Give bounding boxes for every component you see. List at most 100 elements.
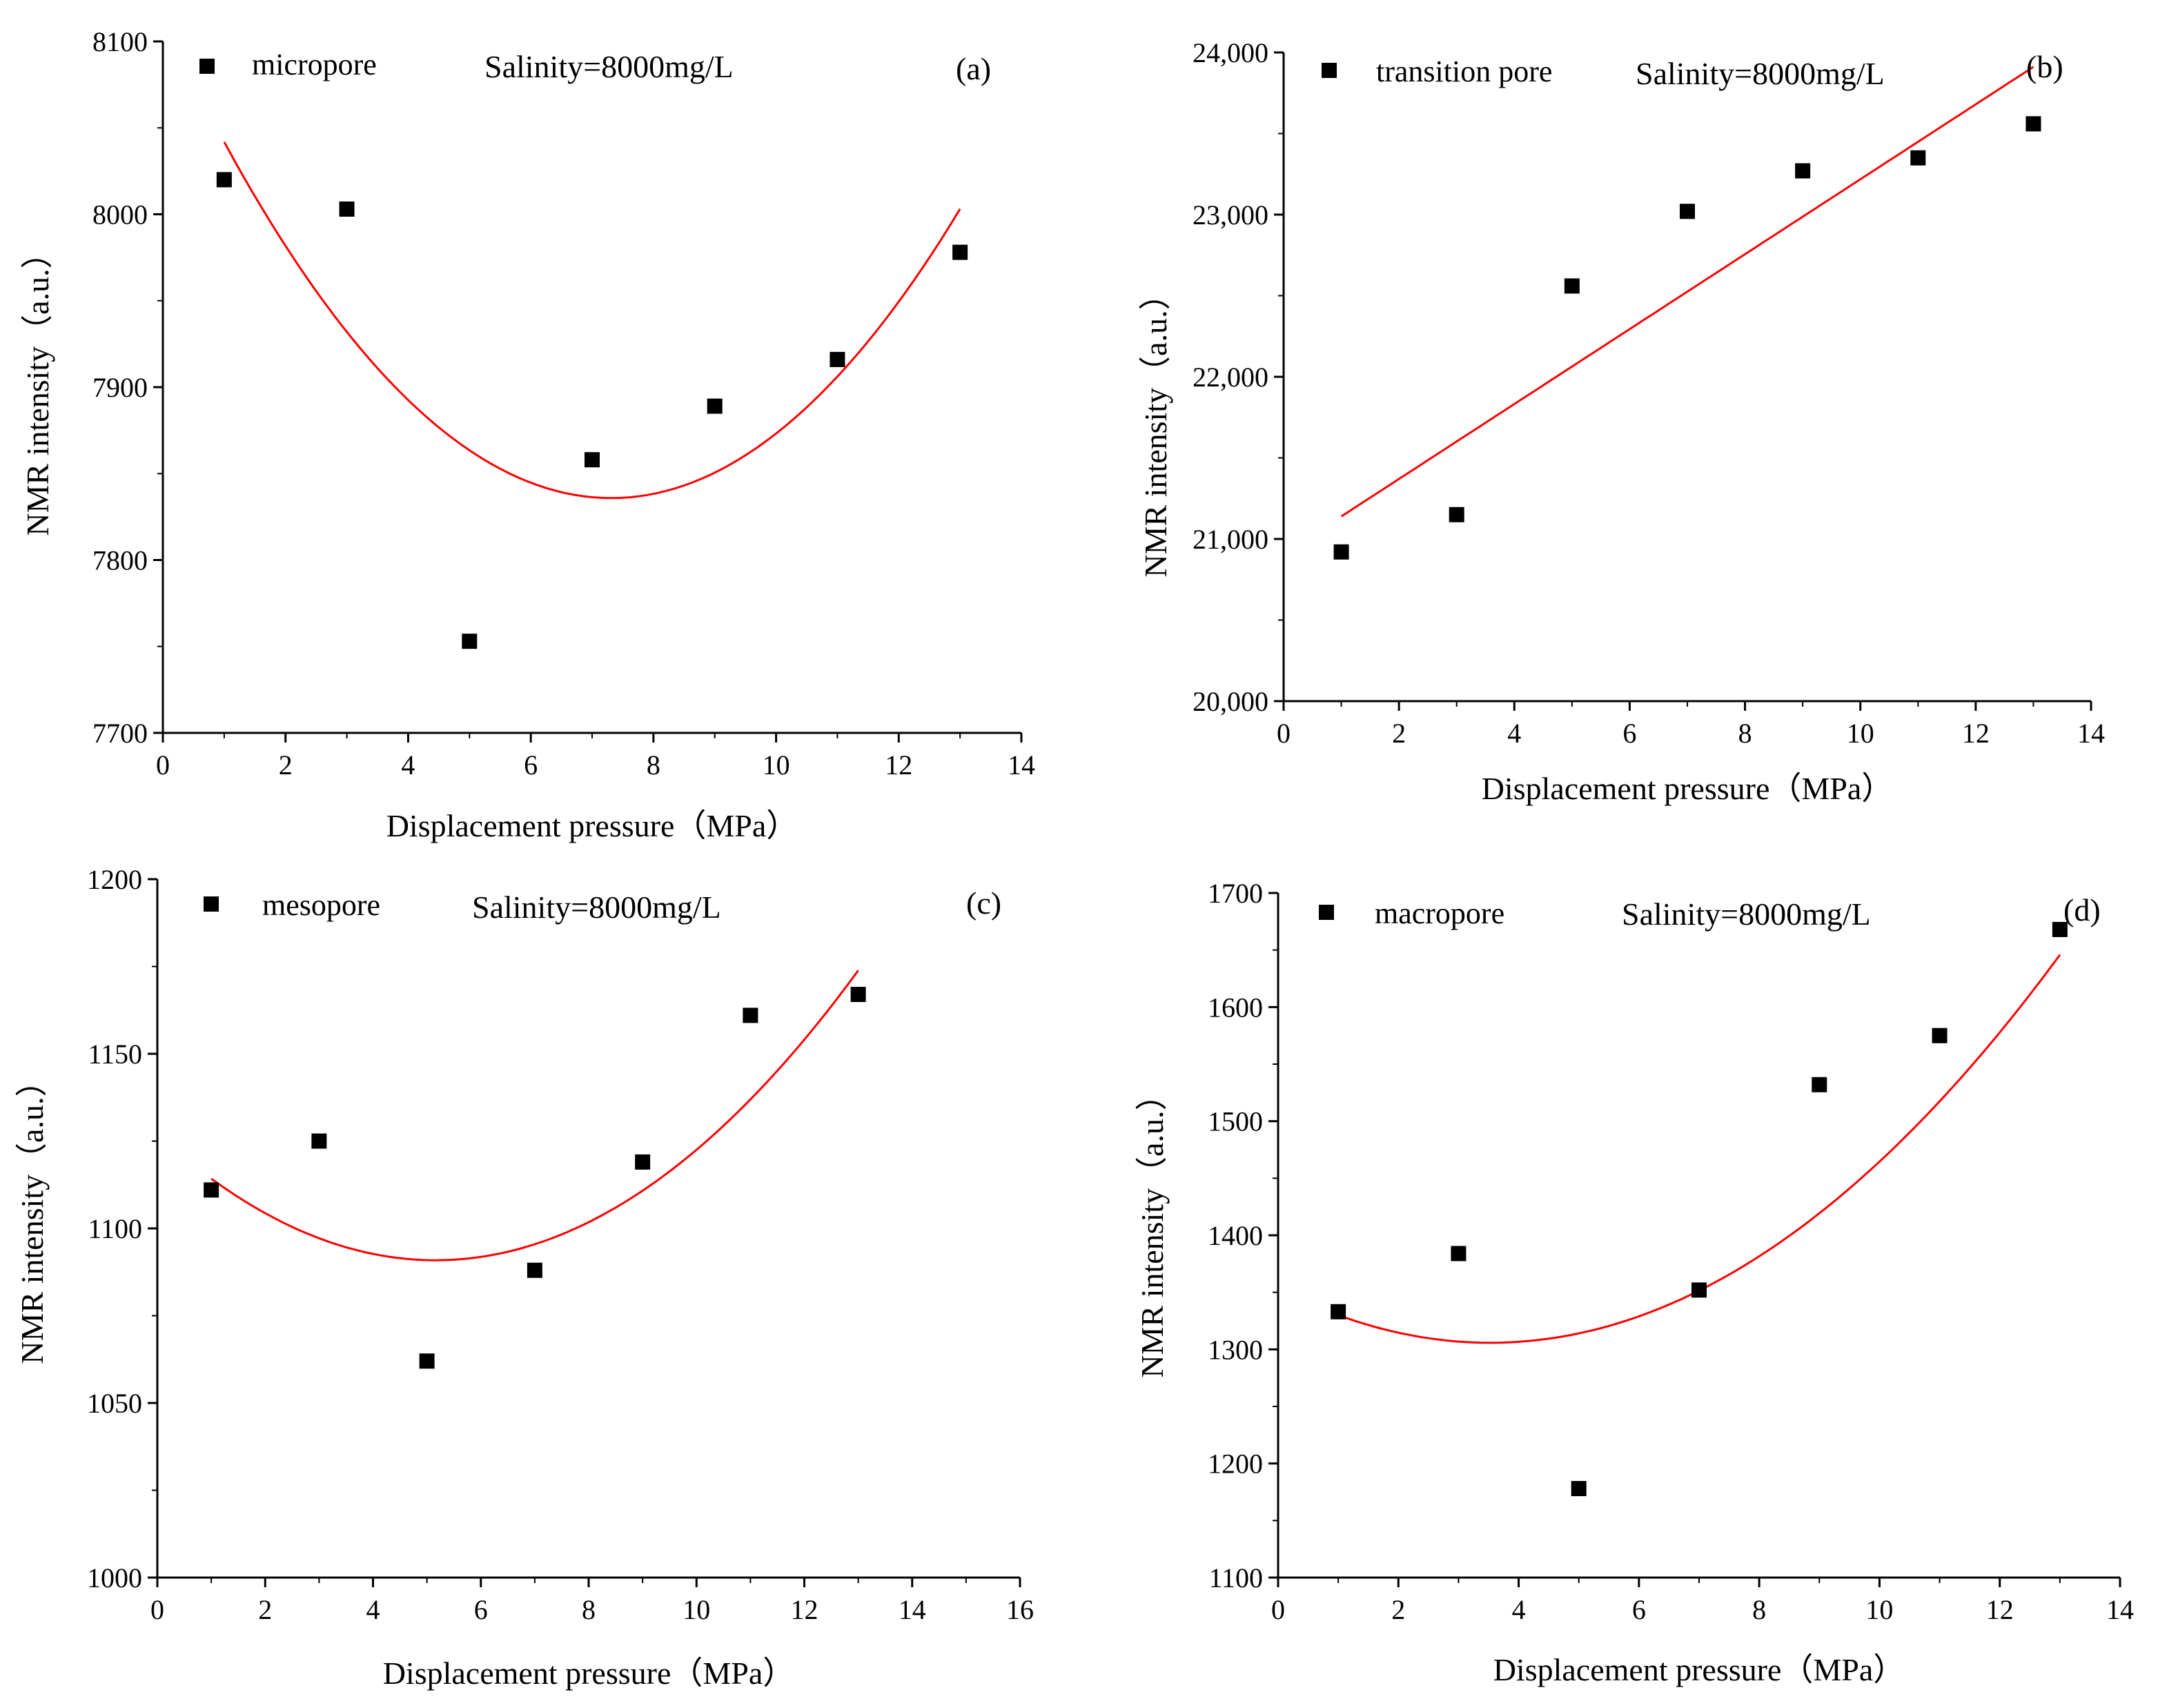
x-tick-label: 12 xyxy=(1986,1594,2014,1625)
x-tick-label: 14 xyxy=(899,1594,926,1625)
x-tick-label: 4 xyxy=(1507,718,1521,749)
data-point xyxy=(1451,1246,1467,1262)
fit-curve xyxy=(1340,66,2034,518)
data-point xyxy=(1932,1028,1948,1043)
x-tick-label: 8 xyxy=(582,1594,596,1625)
panel-a-micropore-chart: 0 2 4 6 8 10 12 14 7700 7800 7900 8000 8100 Displacem… xyxy=(20,26,1035,843)
data-point xyxy=(2025,116,2041,132)
data-point xyxy=(462,634,478,649)
panel-b-transition-pore-chart: 0 2 4 6 8 10 12 14 20,000 21,000 22,000 23,000 24,00… xyxy=(1138,37,2105,806)
y-axis-label: NMR intensity（a.u.） xyxy=(1138,278,1173,577)
y-tick-label: 24,000 xyxy=(1193,37,1268,68)
y-tick-label: 1050 xyxy=(87,1388,142,1419)
y-tick-label: 21,000 xyxy=(1193,524,1268,555)
salinity-annotation: Salinity=8000mg/L xyxy=(1636,56,1885,91)
x-tick-label: 8 xyxy=(647,749,660,781)
data-point xyxy=(204,1182,219,1198)
y-tick-label: 1400 xyxy=(1208,1220,1263,1251)
data-point xyxy=(1571,1481,1587,1497)
data-point xyxy=(1449,507,1464,522)
x-tick-label: 8 xyxy=(1738,718,1752,749)
data-point xyxy=(1812,1077,1827,1092)
x-tick-label: 12 xyxy=(1962,718,1990,749)
data-point xyxy=(635,1154,651,1170)
y-tick-label: 1100 xyxy=(1208,1562,1263,1593)
y-tick-label: 7700 xyxy=(92,718,148,749)
x-tick-label: 6 xyxy=(1632,1594,1646,1625)
data-point xyxy=(1331,1304,1346,1319)
x-tick-label: 0 xyxy=(1271,1594,1285,1625)
x-tick-label: 16 xyxy=(1006,1594,1034,1625)
y-tick-label: 8000 xyxy=(92,199,148,230)
legend-marker xyxy=(204,896,219,912)
y-tick-label: 1200 xyxy=(87,864,142,895)
data-point xyxy=(1564,278,1580,294)
x-tick-label: 0 xyxy=(156,749,170,781)
y-tick-label: 1150 xyxy=(88,1039,142,1070)
x-tick-label: 6 xyxy=(1622,718,1636,749)
panel-c-mesopore-chart: 0 2 4 6 8 10 12 14 16 1000 1050 1100 1150 1200 Displac… xyxy=(14,864,1034,1691)
y-tick-label: 20,000 xyxy=(1193,686,1268,717)
x-tick-label: 14 xyxy=(2077,718,2105,749)
data-point xyxy=(952,244,968,260)
legend-marker xyxy=(199,59,215,74)
data-point xyxy=(743,1008,758,1023)
y-tick-label: 1500 xyxy=(1208,1106,1263,1137)
data-point xyxy=(216,172,232,188)
x-tick-label: 2 xyxy=(279,749,293,781)
x-tick-label: 12 xyxy=(885,749,912,781)
data-point xyxy=(339,201,355,217)
x-tick-label: 0 xyxy=(150,1594,164,1625)
data-point xyxy=(2052,921,2068,937)
x-tick-label: 2 xyxy=(1391,1594,1405,1625)
panel-label: (a) xyxy=(956,51,991,86)
data-point xyxy=(527,1262,542,1278)
data-point xyxy=(1333,544,1349,560)
y-tick-label: 1600 xyxy=(1208,992,1263,1023)
fit-curve xyxy=(223,141,961,500)
data-point xyxy=(850,986,866,1002)
y-tick-label: 22,000 xyxy=(1193,362,1268,393)
x-tick-label: 10 xyxy=(763,749,790,781)
x-tick-label: 2 xyxy=(258,1594,272,1625)
y-tick-label: 7900 xyxy=(92,372,148,403)
y-tick-label: 1700 xyxy=(1208,878,1263,909)
salinity-annotation: Salinity=8000mg/L xyxy=(472,890,721,925)
x-tick-label: 6 xyxy=(524,749,538,781)
data-point xyxy=(1691,1282,1707,1298)
y-tick-label: 1000 xyxy=(87,1562,142,1593)
panel-label: (c) xyxy=(966,885,1001,921)
salinity-annotation: Salinity=8000mg/L xyxy=(1622,896,1871,932)
y-tick-label: 7800 xyxy=(92,545,148,576)
x-tick-label: 2 xyxy=(1392,718,1406,749)
data-point xyxy=(1680,204,1695,219)
data-point xyxy=(707,398,723,414)
x-axis-label: Displacement pressure（MPa） xyxy=(383,1656,795,1691)
y-axis-label: NMR intensity（a.u.） xyxy=(1135,1079,1170,1377)
data-point xyxy=(830,351,845,367)
y-axis-label: NMR intensity（a.u.） xyxy=(14,1065,50,1364)
x-tick-label: 10 xyxy=(1865,1594,1893,1625)
data-point xyxy=(311,1133,327,1149)
x-tick-label: 12 xyxy=(791,1594,818,1625)
panel-d-macropore-chart: 0 2 4 6 8 10 12 14 1100 1200 1300 1400 1500 1600 1700 D… xyxy=(1135,878,2134,1687)
x-tick-label: 14 xyxy=(1008,749,1035,781)
x-axis-label: Displacement pressure（MPa） xyxy=(1493,1652,1905,1687)
panel-label: (d) xyxy=(2063,892,2101,927)
y-tick-label: 1100 xyxy=(88,1213,142,1244)
y-tick-label: 1200 xyxy=(1208,1449,1263,1480)
y-tick-label: 1300 xyxy=(1208,1334,1263,1365)
fit-curve xyxy=(210,970,859,1262)
x-tick-label: 6 xyxy=(474,1594,488,1625)
x-tick-label: 10 xyxy=(1847,718,1874,749)
x-tick-label: 0 xyxy=(1277,718,1291,749)
y-axis-label: NMR intensity（a.u.） xyxy=(20,237,55,536)
x-tick-label: 14 xyxy=(2106,1594,2134,1625)
salinity-annotation: Salinity=8000mg/L xyxy=(484,49,734,84)
legend-marker xyxy=(1319,905,1334,920)
y-tick-label: 23,000 xyxy=(1193,199,1268,230)
legend-label: mesopore xyxy=(262,888,380,922)
data-point xyxy=(1910,150,1926,166)
x-tick-label: 10 xyxy=(683,1594,710,1625)
